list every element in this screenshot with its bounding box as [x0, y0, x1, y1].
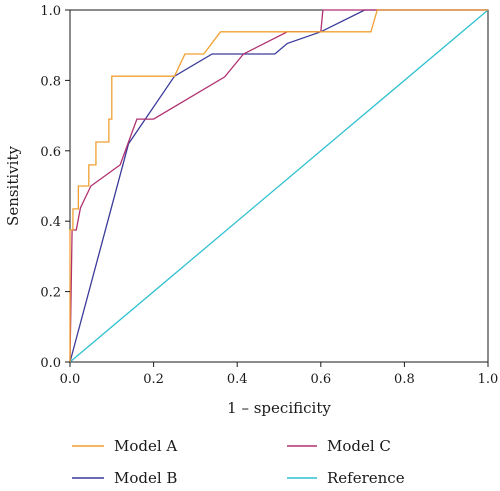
legend-item-model-c: Model C — [287, 437, 391, 455]
y-tick-label: 0.6 — [40, 145, 61, 160]
legend-label-model-c: Model C — [327, 437, 391, 455]
legend-item-model-b: Model B — [72, 469, 177, 487]
series-line-model-a — [69, 9, 488, 362]
x-tick-label: 0.0 — [60, 372, 81, 387]
legend-item-model-a: Model A — [72, 437, 177, 455]
plot-frame — [69, 9, 489, 363]
x-axis-title: 1 – specificity — [227, 399, 331, 417]
y-tick-label: 0.2 — [40, 286, 61, 301]
plot-area: 0.0 0.2 0.4 0.6 0.8 1.0 0.0 0.2 0.4 0.6 0.8 1.0 — [40, 4, 498, 387]
y-tick-label: 0.8 — [40, 74, 61, 89]
ticks-layer: 0.0 0.2 0.4 0.6 0.8 1.0 0.0 0.2 0.4 0.6 0.8 1.0 — [40, 4, 498, 387]
legend: Model A Model C Model B Reference — [72, 437, 405, 487]
x-tick-label: 0.4 — [227, 372, 248, 387]
y-tick-label: 1.0 — [40, 4, 61, 19]
legend-label-model-b: Model B — [114, 469, 177, 487]
x-tick-label: 0.6 — [310, 372, 331, 387]
y-axis-title: Sensitivity — [4, 146, 22, 226]
legend-label-model-a: Model A — [114, 437, 177, 455]
x-tick-label: 1.0 — [478, 372, 499, 387]
y-tick-label: 0.0 — [40, 356, 61, 371]
series-line-reference — [69, 9, 489, 363]
x-tick-label: 0.2 — [143, 372, 164, 387]
legend-label-reference: Reference — [327, 469, 405, 487]
legend-item-reference: Reference — [287, 469, 405, 487]
y-tick-label: 0.4 — [40, 215, 61, 230]
series-line-model-b — [69, 9, 488, 363]
x-tick-label: 0.8 — [394, 372, 415, 387]
series-layer — [69, 9, 489, 363]
